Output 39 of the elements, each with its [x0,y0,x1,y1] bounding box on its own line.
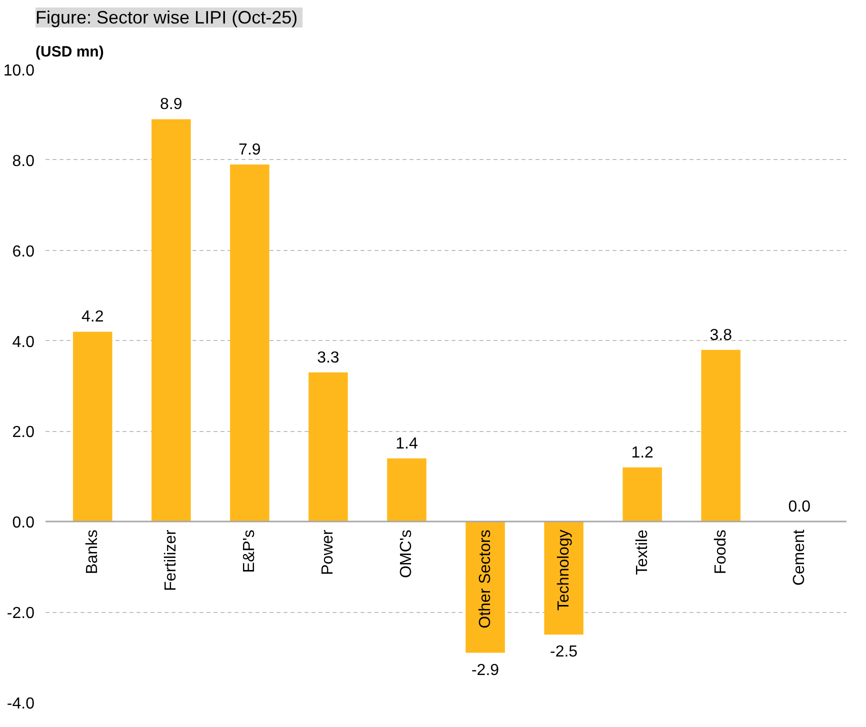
y-tick-label: 2.0 [12,424,35,442]
y-tick-label: -2.0 [6,605,35,622]
data-label: 3.3 [317,349,340,366]
chart-title: Figure: Sector wise LIPI (Oct-25) [36,8,298,28]
x-tick-label: Banks [84,530,102,574]
data-label: 0.0 [788,498,811,516]
bar [72,332,112,522]
data-label: 4.2 [81,308,104,326]
bar [466,522,505,653]
y-tick-label: 0.0 [12,514,35,532]
bar [544,522,584,635]
bar [152,119,191,522]
bar [230,164,270,522]
x-tick-label: Power [320,528,337,575]
data-label: 1.4 [396,435,418,452]
y-tick-label: 4.0 [12,334,35,351]
data-label: -2.5 [550,644,578,661]
y-axis-title: (USD mn) [36,44,104,60]
bar [387,458,426,522]
data-label: 8.9 [160,96,182,114]
x-tick-label: E&P's [241,530,258,573]
bar [622,467,662,522]
data-label: 1.2 [631,444,654,462]
x-tick-label: Other Sectors [476,530,494,628]
y-tick-label: 10.0 [3,62,35,80]
y-tick-label: 8.0 [12,152,35,170]
data-label: -2.9 [471,662,500,679]
data-label: 3.8 [710,326,732,344]
bar [308,372,348,522]
x-tick-label: Textile [634,530,651,575]
data-label: 7.9 [238,141,261,158]
y-tick-label: 6.0 [12,243,35,260]
x-tick-label: OMC's [398,530,416,578]
x-tick-label: Cement [790,529,808,586]
y-tick-label: -4.0 [6,696,35,712]
x-tick-label: Foods [712,530,730,574]
bar [701,350,740,522]
x-tick-label: Fertilizer [162,528,180,591]
x-tick-label: Technology [555,530,572,611]
